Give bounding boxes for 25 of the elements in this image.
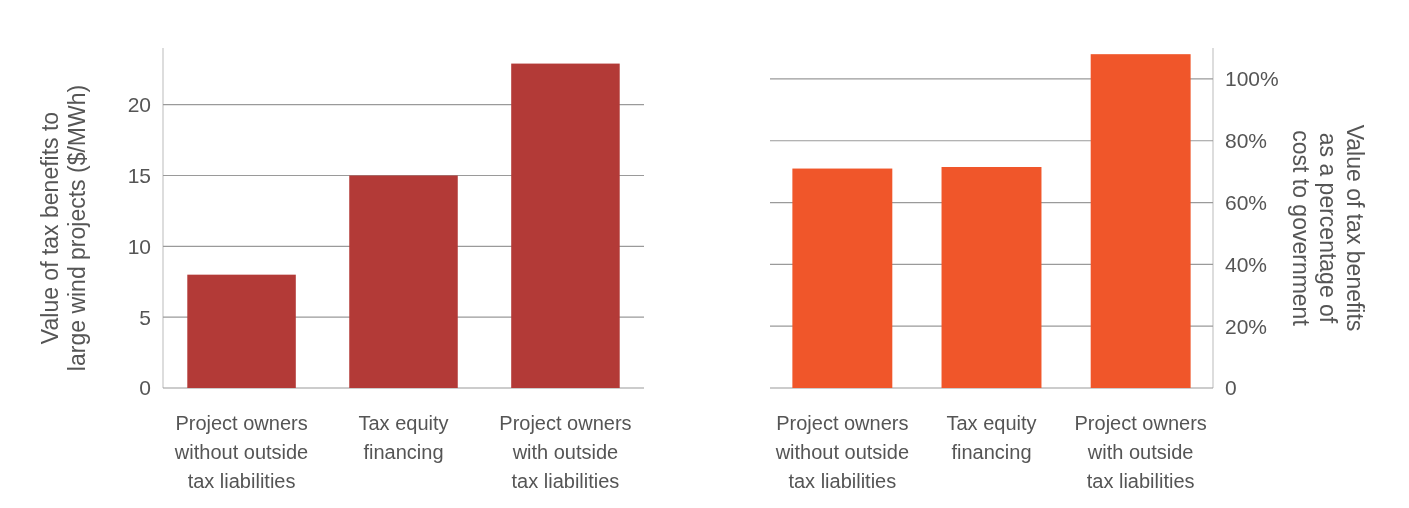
y2-tick-label: 0 (1225, 376, 1237, 400)
bar (187, 274, 296, 388)
y-axis-title: Value of tax benefits to large wind projects ($/MWh) (36, 84, 90, 372)
x-tick-label: Tax equity financing (946, 412, 1037, 463)
y-tick-label: 0 (139, 376, 151, 400)
x-tick-label: Project owners without outside tax liabilities (173, 412, 309, 492)
x-tick-label: Tax equity financing (358, 412, 449, 463)
y2-tick-label: 80% (1225, 129, 1268, 153)
x-tick-label: Project owners with outside tax liabilities (499, 412, 632, 492)
y2-tick-label: 100% (1225, 67, 1279, 91)
bar (511, 63, 620, 388)
x-tick-label: Project owners without outside tax liabilities (774, 412, 910, 492)
y-tick-label: 20 (127, 93, 151, 117)
bar (1090, 54, 1191, 388)
bar (941, 167, 1042, 388)
y-tick-label: 15 (127, 163, 151, 187)
bar (792, 168, 893, 388)
y2-axis-title: Value of tax benefits as a percentage of cost to government (1288, 124, 1368, 332)
y-tick-label: 5 (139, 305, 151, 329)
y2-tick-label: 40% (1225, 252, 1268, 276)
bar (349, 175, 458, 388)
x-tick-label: Project owners with outside tax liabilities (1074, 412, 1207, 492)
y-tick-label: 10 (127, 234, 151, 258)
y2-tick-label: 20% (1225, 314, 1268, 338)
y2-tick-label: 60% (1225, 190, 1268, 214)
